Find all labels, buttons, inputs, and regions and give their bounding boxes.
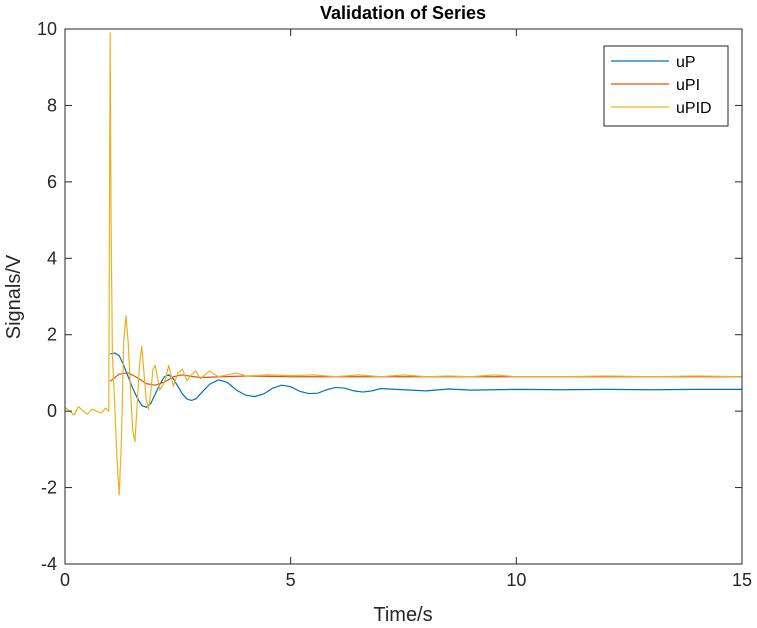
x-axis-label: Time/s	[373, 604, 432, 626]
y-tick-label: 4	[47, 248, 57, 268]
y-tick-label: 8	[47, 95, 57, 115]
axes: 0 5 10 15 -4 -2 0 2 4 6 8 10	[37, 19, 752, 590]
x-tick-label: 10	[506, 570, 526, 590]
legend-box	[603, 45, 729, 127]
y-tick-label: 0	[47, 401, 57, 421]
y-tick-label: 2	[47, 325, 57, 345]
y-tick-label: 10	[37, 19, 57, 39]
plot-frame	[64, 28, 743, 565]
y-tick-label: 6	[47, 172, 57, 192]
series-layer	[65, 32, 742, 496]
legend-label-uP: uP	[676, 54, 696, 71]
x-tick-label: 5	[286, 570, 296, 590]
chart-title: Validation of Series	[320, 3, 486, 23]
x-tick-label: 0	[60, 570, 70, 590]
series-line-uPID	[65, 32, 742, 496]
y-axis-label: Signals/V	[3, 254, 25, 339]
y-tick-label: -2	[41, 478, 57, 498]
legend: uP uPI uPID	[603, 45, 729, 127]
legend-label-uPID: uPID	[676, 100, 712, 117]
legend-label-uPI: uPI	[676, 77, 700, 94]
x-tick-label: 15	[732, 570, 752, 590]
y-tick-label: -4	[41, 554, 57, 574]
